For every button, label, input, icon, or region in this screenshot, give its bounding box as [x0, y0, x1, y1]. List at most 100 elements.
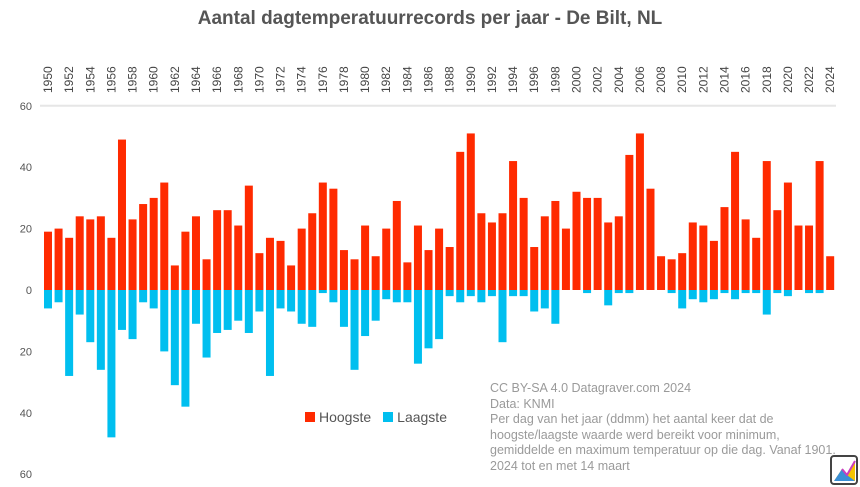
bar-hoogste: [593, 197, 602, 290]
source-note: CC BY-SA 4.0 Datagraver.com 2024 Data: K…: [490, 381, 860, 474]
bar-hoogste: [604, 222, 613, 290]
bar-laagste: [445, 290, 454, 297]
bar-hoogste: [181, 231, 190, 290]
bar-laagste: [202, 290, 211, 358]
bar-hoogste: [297, 228, 306, 290]
bar-laagste: [667, 290, 676, 294]
bar-laagste: [191, 290, 200, 324]
bar-hoogste: [551, 200, 560, 290]
x-tick-label: 2020: [781, 66, 795, 93]
bar-hoogste: [826, 256, 835, 290]
description-line: gemiddelde en maximum temperatuur op die…: [490, 443, 836, 457]
y-tick-label: 0: [26, 285, 32, 297]
x-tick-label: 1954: [83, 66, 97, 93]
bar-hoogste: [287, 265, 296, 290]
x-tick-label: 1986: [422, 66, 436, 93]
bar-laagste: [741, 290, 750, 294]
bar-hoogste: [223, 210, 232, 290]
x-tick-label: 1984: [400, 66, 414, 93]
bar-hoogste: [487, 222, 496, 290]
x-tick-label: 1990: [464, 66, 478, 93]
bar-hoogste: [139, 204, 148, 290]
bar-laagste: [466, 290, 475, 297]
bar-hoogste: [149, 197, 158, 290]
bar-hoogste: [107, 237, 116, 290]
description-line: 2024 tot en met 14 maart: [490, 458, 630, 473]
bar-laagste: [181, 290, 190, 407]
y-tick-label: 20: [20, 346, 32, 358]
legend-label-hoogste: Hoogste: [319, 409, 372, 425]
bar-laagste: [329, 290, 338, 303]
bar-laagste: [139, 290, 148, 303]
bar-hoogste: [667, 259, 676, 290]
bar-laagste: [678, 290, 687, 309]
bar-laagste: [762, 290, 771, 315]
x-tick-label: 2004: [612, 66, 626, 93]
legend-swatch-laagste: [383, 412, 394, 422]
x-tick-label: 1980: [358, 66, 372, 93]
y-tick-label: 20: [20, 224, 32, 236]
x-tick-label: 2022: [802, 66, 816, 93]
bar-hoogste: [191, 216, 200, 290]
x-tick-label: 1958: [126, 66, 140, 93]
bar-laagste: [276, 290, 285, 309]
bar-hoogste: [762, 161, 771, 290]
bar-hoogste: [614, 216, 623, 290]
bar-hoogste: [265, 237, 274, 290]
bar-hoogste: [709, 240, 718, 290]
x-tick-label: 2000: [570, 66, 584, 93]
bar-laagste: [625, 290, 634, 294]
bar-laagste: [424, 290, 433, 349]
bar-hoogste: [773, 210, 782, 290]
bar-laagste: [234, 290, 243, 321]
bar-hoogste: [213, 210, 222, 290]
bar-hoogste: [339, 250, 348, 290]
x-tick-label: 1998: [548, 66, 562, 93]
bar-hoogste: [128, 219, 137, 290]
bar-laagste: [688, 290, 697, 300]
bar-laagste: [604, 290, 613, 306]
bar-hoogste: [403, 262, 412, 290]
license-text: CC BY-SA 4.0 Datagraver.com 2024: [490, 381, 692, 395]
y-tick-label: 40: [20, 408, 32, 420]
bar-hoogste: [318, 182, 327, 290]
bar-hoogste: [413, 225, 422, 290]
bar-hoogste: [244, 185, 253, 290]
y-tick-label: 40: [20, 162, 32, 174]
bar-laagste: [117, 290, 126, 330]
bar-hoogste: [678, 253, 687, 290]
y-tick-label: 60: [20, 469, 32, 481]
x-tick-label: 1992: [485, 66, 499, 93]
bar-hoogste: [466, 133, 475, 290]
bar-hoogste: [65, 237, 74, 290]
bar-hoogste: [44, 231, 52, 290]
bar-laagste: [403, 290, 412, 303]
bar-hoogste: [699, 225, 708, 290]
bar-laagste: [54, 290, 63, 303]
bar-laagste: [392, 290, 401, 303]
bar-hoogste: [583, 197, 592, 290]
bar-laagste: [297, 290, 306, 324]
bar-laagste: [361, 290, 370, 337]
bar-laagste: [350, 290, 359, 370]
bar-hoogste: [752, 237, 761, 290]
bar-hoogste: [350, 259, 359, 290]
bar-hoogste: [276, 240, 285, 290]
bar-hoogste: [688, 222, 697, 290]
bar-hoogste: [371, 256, 380, 290]
bar-laagste: [519, 290, 528, 297]
bar-hoogste: [117, 139, 126, 290]
bar-hoogste: [382, 228, 391, 290]
bar-hoogste: [75, 216, 84, 290]
bar-hoogste: [255, 253, 264, 290]
x-tick-label: 1968: [231, 66, 245, 93]
bar-hoogste: [234, 225, 243, 290]
bar-laagste: [128, 290, 137, 340]
bar-laagste: [223, 290, 232, 330]
bar-laagste: [75, 290, 84, 315]
description-line: Per dag van het jaar (ddmm) het aantal k…: [490, 412, 774, 426]
bar-hoogste: [329, 188, 338, 290]
bar-laagste: [583, 290, 592, 294]
legend-swatch-hoogste: [305, 412, 315, 422]
